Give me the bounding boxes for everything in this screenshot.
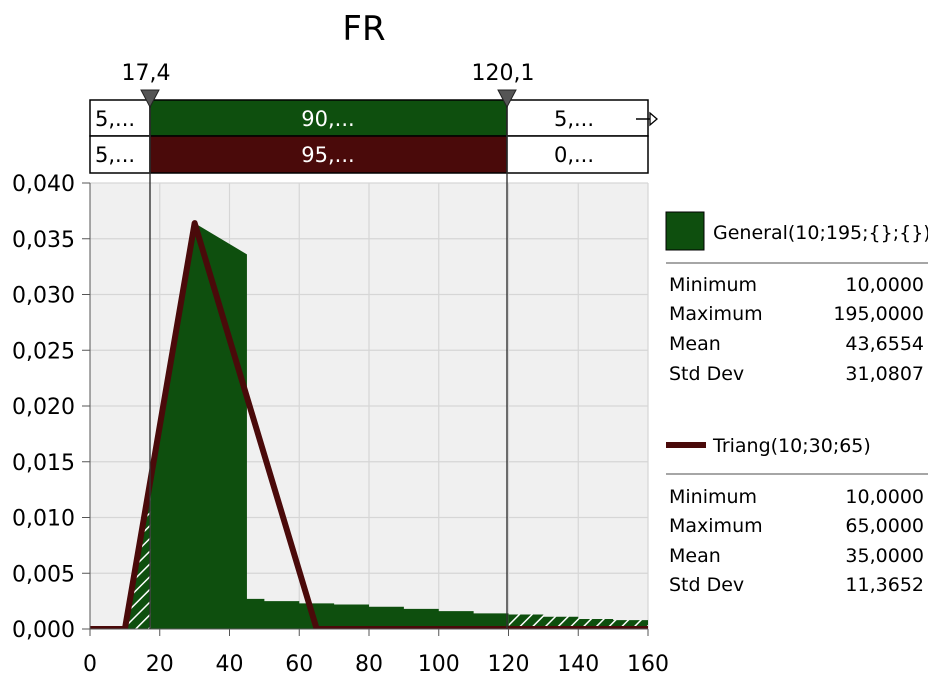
prob-row-1-left-label: 5,... — [95, 107, 135, 131]
stat-value: 195,0000 — [833, 303, 924, 325]
x-tick-label: 160 — [627, 652, 669, 677]
x-tick-label: 40 — [216, 652, 244, 677]
arrow-right-icon[interactable] — [636, 111, 658, 127]
y-tick-label: 0,000 — [12, 618, 75, 643]
y-tick-label: 0,005 — [12, 562, 75, 587]
stat-label: Maximum — [669, 515, 763, 537]
y-tick-labels: 0,000 0,005 0,010 0,015 0,020 0,025 0,030 0,035… — [12, 172, 90, 643]
stat-label: Minimum — [669, 486, 757, 508]
y-tick-label: 0,040 — [12, 172, 75, 197]
y-tick-label: 0,030 — [12, 284, 75, 309]
stat-label: Std Dev — [669, 363, 744, 385]
stat-label: Std Dev — [669, 574, 744, 596]
legend-label-general: General(10;195;{};{}) — [713, 222, 928, 244]
prob-row-1-right — [506, 99, 649, 137]
stat-label: Minimum — [669, 274, 757, 296]
line-triang — [90, 220, 648, 629]
right-delimiter-label: 120,1 — [472, 61, 535, 86]
prob-row-2-left — [89, 135, 151, 174]
stat-label: Maximum — [669, 303, 763, 325]
x-tick-label: 20 — [146, 652, 174, 677]
probability-bars: 5,... 90,... 5,... 5,... 95,... 0,... — [89, 99, 658, 174]
prob-row-1-right-label: 5,... — [554, 107, 594, 131]
x-tick-label: 140 — [557, 652, 599, 677]
y-tick-label: 0,020 — [12, 395, 75, 420]
prob-row-1-middle-label: 90,... — [301, 107, 354, 131]
prob-row-2-middle-label: 95,... — [301, 143, 354, 167]
legend-label-triang: Triang(10;30;65) — [712, 435, 871, 457]
prob-row-1-middle — [149, 99, 508, 137]
y-tick-label: 0,035 — [12, 228, 75, 253]
stat-value: 10,0000 — [845, 486, 924, 508]
prob-row-2-left-label: 5,... — [95, 143, 135, 167]
legend-swatch-general — [665, 211, 705, 251]
series-line-triang — [90, 220, 648, 629]
prob-row-2-right — [506, 135, 649, 174]
stat-label: Mean — [669, 333, 721, 355]
chart-title: FR — [342, 9, 385, 49]
stat-value: 65,0000 — [845, 515, 924, 537]
x-tick-label: 0 — [83, 652, 97, 677]
stat-value: 35,0000 — [845, 545, 924, 567]
stat-value: 11,3652 — [845, 574, 924, 596]
area-general-center — [150, 223, 509, 629]
y-tick-label: 0,025 — [12, 339, 75, 364]
left-delimiter-label: 17,4 — [122, 61, 171, 86]
left-delimiter-handle-icon[interactable] — [140, 89, 160, 109]
stat-value: 31,0807 — [845, 363, 924, 385]
y-tick-label: 0,010 — [12, 507, 75, 532]
x-tick-label: 60 — [285, 652, 313, 677]
right-delimiter-handle-icon[interactable] — [497, 89, 517, 109]
x-tick-label: 100 — [418, 652, 460, 677]
x-tick-label: 80 — [355, 652, 383, 677]
stat-label: Mean — [669, 545, 721, 567]
delimiters: 17,4 120,1 — [122, 61, 535, 629]
prob-row-2-right-label: 0,... — [554, 143, 594, 167]
x-tick-labels: 0 20 40 60 80 100 120 140 160 — [83, 629, 669, 677]
stat-value: 43,6554 — [845, 333, 924, 355]
legend: General(10;195;{};{}) Minimum 10,0000 Ma… — [665, 211, 928, 596]
y-tick-label: 0,015 — [12, 451, 75, 476]
area-general-right-tail — [508, 614, 648, 629]
x-tick-label: 120 — [488, 652, 530, 677]
stat-value: 10,0000 — [845, 274, 924, 296]
